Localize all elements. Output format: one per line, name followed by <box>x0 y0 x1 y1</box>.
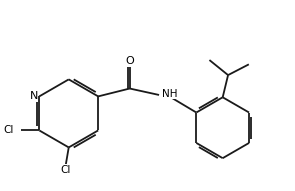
Text: N: N <box>30 91 38 101</box>
Text: NH: NH <box>162 89 177 99</box>
Text: Cl: Cl <box>60 165 70 175</box>
Text: O: O <box>125 56 134 66</box>
Text: Cl: Cl <box>4 125 14 135</box>
